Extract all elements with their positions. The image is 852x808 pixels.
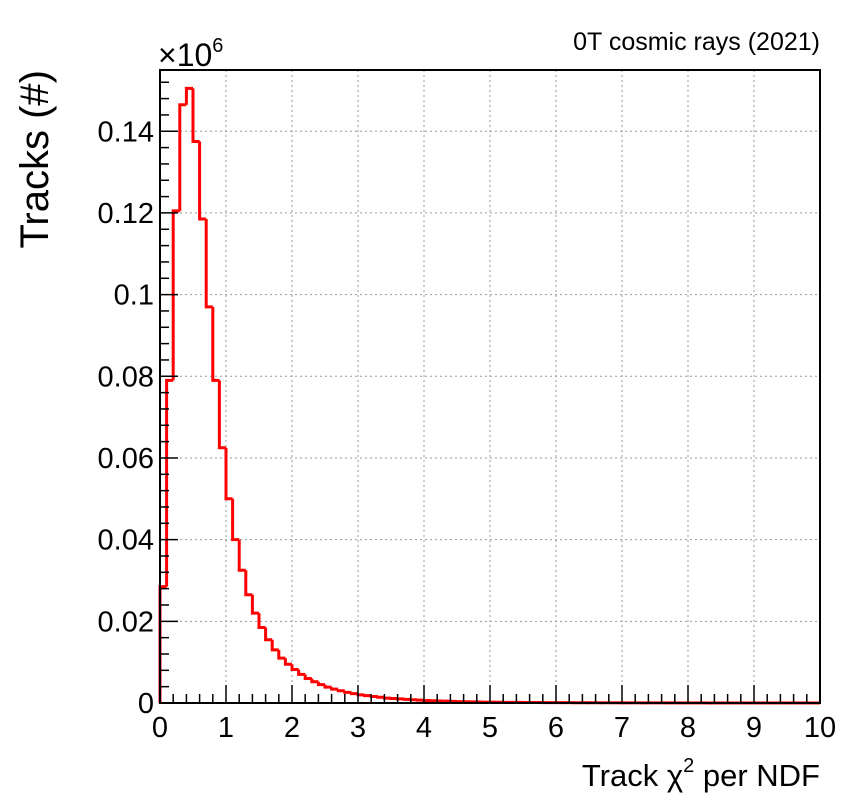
x-tick-label: 1 [218,712,234,744]
histogram-bin [310,678,319,684]
histogram-bin [343,690,352,694]
histogram-bin [330,687,339,691]
y-tick-label: 0.14 [98,116,154,148]
grid-layer [160,70,820,703]
x-tick-label: 5 [482,712,498,744]
y-multiplier-exponent: 6 [212,35,223,57]
x-tick-label: 4 [416,712,432,744]
histogram-bin [224,447,233,501]
y-tick-label: 0.04 [98,525,154,557]
histogram-bin [237,539,246,572]
histogram-bin [198,141,207,221]
histogram-bin [336,689,345,693]
x-axis-title-pre: Track χ [582,758,683,793]
histogram-bin [264,627,273,642]
histogram-bin [297,669,306,676]
histogram-bin [363,694,372,698]
tick-label-layer: 0 1 2 3 4 5 6 7 8 9 10 0 0.02 0.04 0.06 0.08 0.1 0.12 0.14 [98,116,837,744]
histogram-bin [283,658,292,666]
x-tick-label: 9 [746,712,762,744]
histogram-bin [290,664,299,672]
histogram-bin [316,681,325,687]
y-multiplier-base: ×10 [158,37,212,73]
y-tick-label: 0.1 [114,280,154,312]
histogram-bin [178,103,187,211]
x-tick-label: 8 [680,712,696,744]
y-axis-title: Tracks (#) [13,70,57,249]
x-axis-title-sup: 2 [683,755,694,777]
x-tick-label: 2 [284,712,300,744]
histogram-bin [250,594,259,615]
histogram-bin [171,209,180,381]
y-tick-label: 0.08 [98,361,154,393]
y-tick-label: 0.06 [98,443,154,475]
chart-title: 0T cosmic rays (2021) [573,28,820,56]
x-tick-label: 7 [614,712,630,744]
x-tick-label: 6 [548,712,564,744]
histogram-bin [349,692,358,696]
histogram-bin [257,613,266,629]
histogram-bin [369,694,378,698]
histogram-bin [217,380,226,450]
x-tick-label: 10 [804,712,836,744]
y-multiplier: ×106 [158,35,223,73]
histogram-bin [382,696,391,700]
histogram-bin [191,88,200,143]
histogram-bin [204,219,213,309]
histogram-bin [184,86,193,105]
y-tick-label: 0.12 [98,198,154,230]
histogram-bin [231,498,240,542]
y-tick-label: 0 [138,688,154,720]
histogram-bin [165,378,174,587]
histogram-bin [356,693,365,697]
histogram-bin [376,695,385,699]
histogram-bin [303,674,312,680]
y-tick-label: 0.02 [98,606,154,638]
histogram-bin [211,306,220,382]
histogram-bin [323,684,332,689]
histogram-bin [244,570,253,597]
x-tick-label: 0 [152,712,168,744]
x-axis-title: Track χ2 per NDF [582,755,820,793]
tick-layer [159,81,821,704]
x-tick-label: 3 [350,712,366,744]
histogram-bin [277,649,286,660]
histogram-bin [270,639,279,652]
x-axis-title-post: per NDF [694,758,820,793]
